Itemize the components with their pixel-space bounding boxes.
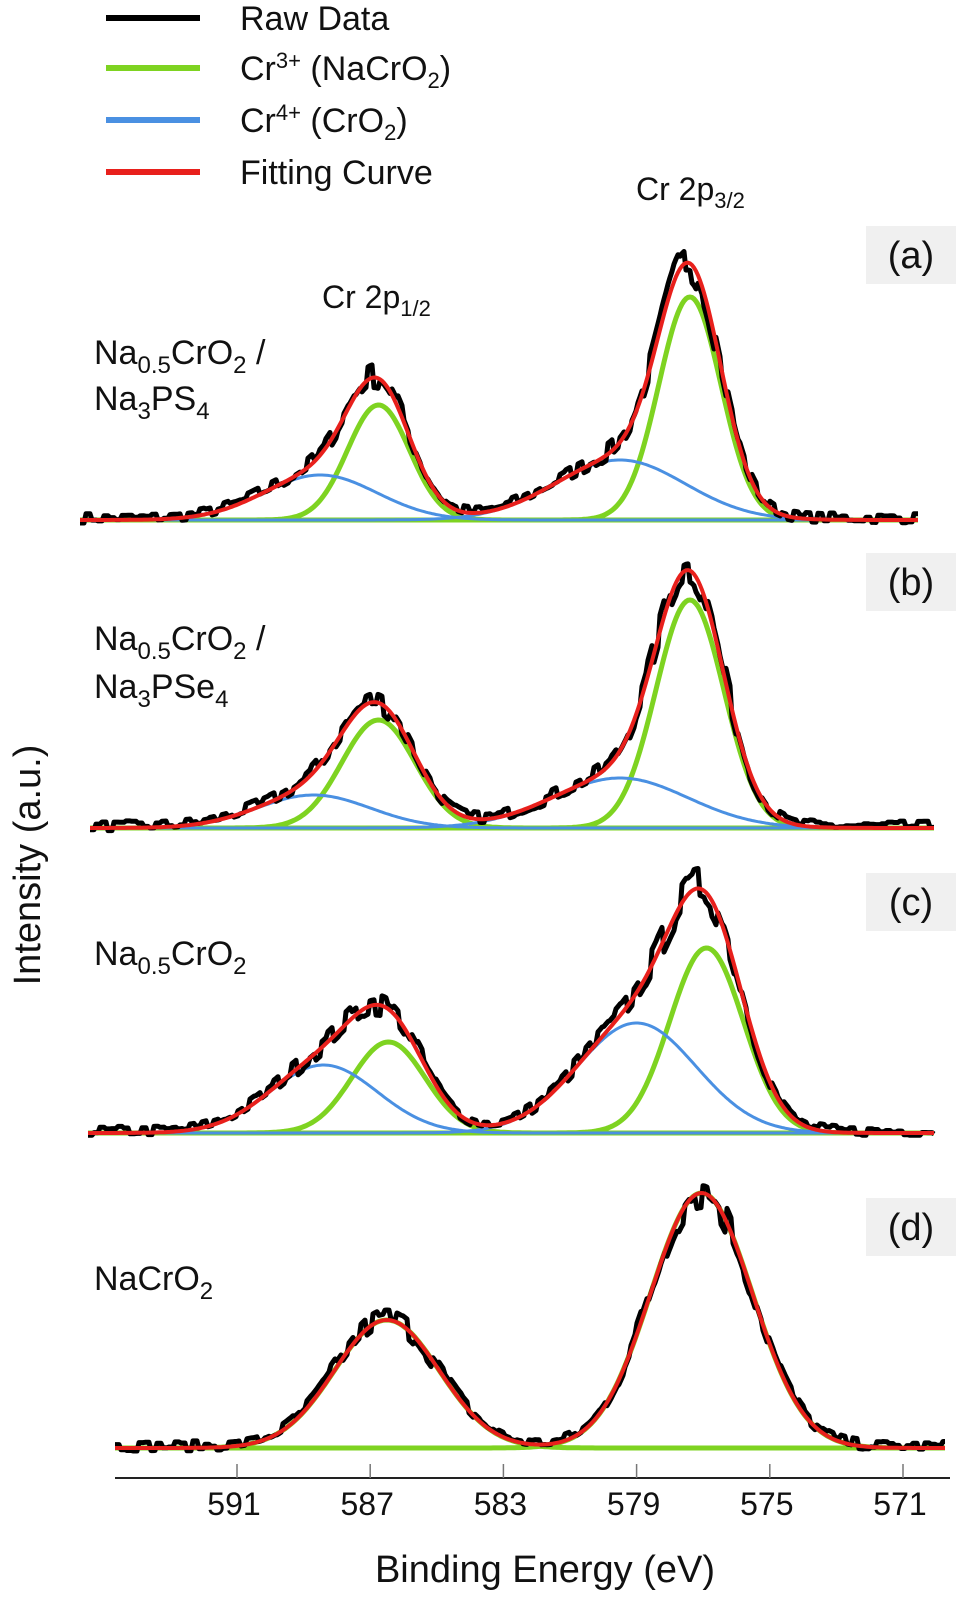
legend-label: Raw Data bbox=[240, 0, 389, 38]
legend: Raw Data Cr3+ (NaCrO2) Cr4+ (CrO2) Fitting … bbox=[106, 0, 451, 192]
annotation-cr-2p3-2: Cr 2p3/2 bbox=[636, 171, 745, 213]
panel-tag-background bbox=[866, 873, 956, 931]
raw-data-curve bbox=[114, 1183, 946, 1454]
cr3-component-curve bbox=[88, 945, 934, 1136]
annotation-cr-2p1-2: Cr 2p1/2 bbox=[322, 279, 431, 321]
x-tick-label: 571 bbox=[873, 1486, 926, 1522]
panel-tag-background bbox=[866, 553, 956, 611]
panel-tag-background bbox=[866, 1198, 956, 1256]
panel-c: (c) Na0.5CrO2 bbox=[87, 866, 956, 1138]
panel-tag: (c) bbox=[889, 882, 933, 924]
x-tick-label: 579 bbox=[607, 1486, 660, 1522]
sample-label: NaCrO2 bbox=[94, 1260, 213, 1305]
fitting-curve bbox=[88, 886, 934, 1135]
fitting-curve bbox=[115, 1190, 945, 1450]
panel-tag-background bbox=[866, 226, 956, 284]
sample-label: Na3PSe4 bbox=[94, 668, 228, 713]
panel-tag: (b) bbox=[888, 562, 934, 604]
panel-a: (a) Na0.5CrO2 /Na3PS4 bbox=[79, 226, 956, 526]
panels: (a)Na0.5CrO2 /Na3PS4(b)Na0.5CrO2 /Na3PSe… bbox=[79, 226, 956, 1454]
y-axis-label: Intensity (a.u.) bbox=[7, 745, 49, 986]
sample-label: Na0.5CrO2 bbox=[94, 935, 247, 980]
legend-label: Cr3+ (NaCrO2) bbox=[240, 48, 451, 93]
x-axis: 591 587 583 579 575 571 bbox=[115, 1464, 950, 1522]
fitting-curve bbox=[80, 260, 918, 522]
raw-data-curve bbox=[87, 866, 936, 1138]
legend-label: Fitting Curve bbox=[240, 154, 433, 192]
raw-data-curve bbox=[79, 249, 919, 526]
x-tick-label: 583 bbox=[474, 1486, 527, 1522]
panel-tag: (a) bbox=[888, 235, 934, 277]
x-tick-label: 575 bbox=[740, 1486, 793, 1522]
sample-label: Na0.5CrO2 / bbox=[94, 334, 266, 379]
panel-tag: (d) bbox=[888, 1207, 934, 1249]
panel-b: (b) Na0.5CrO2 /Na3PSe4 bbox=[89, 553, 956, 834]
x-tick-label: 591 bbox=[207, 1486, 260, 1522]
cr3-component-curve bbox=[115, 1190, 945, 1451]
legend-label: Cr4+ (CrO2) bbox=[240, 100, 408, 145]
x-tick-label: 587 bbox=[341, 1486, 394, 1522]
x-axis-label: Binding Energy (eV) bbox=[375, 1549, 715, 1591]
panel-d: (d) NaCrO2 bbox=[94, 1183, 956, 1454]
sample-label: Na3PS4 bbox=[94, 380, 210, 425]
sample-label: Na0.5CrO2 / bbox=[94, 620, 266, 665]
fitting-curve bbox=[90, 568, 934, 830]
